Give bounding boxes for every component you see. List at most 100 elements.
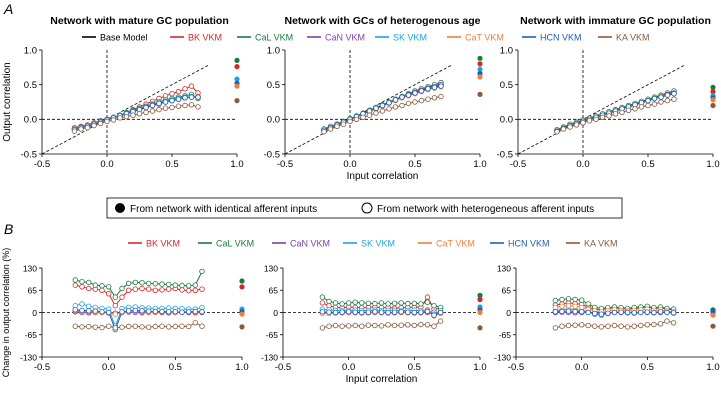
data-point-bk-vkm — [105, 291, 112, 297]
marker-legend-identical-text: From network with identical afferent inp… — [130, 204, 317, 215]
x-tick-label: 0.5 — [408, 159, 421, 170]
data-point-cal-vkm — [418, 301, 424, 307]
data-point-hcn-vkm — [365, 309, 372, 315]
data-point-cal-vkm — [112, 294, 118, 300]
data-point-ka-vkm — [104, 118, 110, 125]
data-point-ka-vkm — [72, 323, 78, 329]
data-point-cal-vkm — [172, 282, 178, 288]
data-point-ka-vkm — [412, 99, 418, 105]
data-point-ka-vkm — [632, 106, 638, 112]
data-point-ka-vkm — [625, 107, 632, 113]
data-point-ka-vkm — [172, 323, 178, 330]
legend-b-label-bk-vkm: BK VKM — [146, 239, 180, 249]
data-point-ka-vkm — [179, 323, 185, 329]
y-tick-label: 65 — [28, 286, 38, 296]
data-point-hcn-vkm — [172, 309, 178, 315]
data-point-hcn-vkm — [188, 94, 195, 100]
data-point-ka-vkm — [405, 100, 412, 107]
data-point-hcn-vkm — [438, 83, 444, 89]
data-point-ka-vkm — [579, 322, 585, 328]
data-point-ka-vkm — [119, 324, 125, 330]
data-point-hcn-vkm — [592, 310, 598, 317]
data-point-cal-vkm — [411, 300, 417, 306]
data-point-bk-vkm — [192, 287, 198, 293]
data-point-ka-vkm — [85, 323, 92, 330]
data-point-bk-vkm — [99, 287, 105, 293]
legend-a-label-cat-vkm: CaT VKM — [465, 33, 504, 43]
y-axis-label: Output correlation — [2, 62, 13, 142]
data-point-cal-vkm — [431, 303, 437, 309]
x-tick-label: 0.5 — [641, 159, 654, 170]
data-point-hcn-vkm — [346, 309, 352, 315]
data-point-hcn-vkm — [185, 309, 192, 315]
data-point-ka-vkm — [572, 322, 578, 328]
plot-5: -0.5 0.0 0.5 1.0 130 65 0 -65 -130 Input correlat… — [261, 263, 487, 385]
data-point-hcn-vkm — [405, 92, 412, 98]
data-point-cal-vkm — [359, 300, 365, 306]
data-point-ka-vkm — [554, 129, 560, 135]
data-point-ka-vkm — [592, 323, 598, 329]
data-point-hcn-vkm — [598, 311, 605, 317]
legend-b-label-sk-vkm: SK VKM — [361, 239, 395, 249]
data-point-hcn-vkm — [658, 94, 664, 100]
data-point-ka-vkm — [418, 321, 424, 328]
data-point-bk-vkm — [132, 286, 138, 292]
plot-3: Network with immature GC population -0.5 0… — [497, 15, 720, 170]
data-point-cal-vkm — [119, 285, 125, 292]
data-point-ka-vkm — [392, 104, 399, 110]
isolated-point-cat-vkm — [710, 97, 716, 103]
data-point-ka-vkm — [559, 323, 565, 329]
data-point-hcn-vkm — [398, 309, 404, 315]
marker-legend: From network with identical afferent inp… — [106, 197, 623, 219]
y-tick-label: 1.0 — [267, 45, 280, 56]
legend-a-label-can-vkm: CaN VKM — [325, 33, 365, 43]
data-point-ka-vkm — [573, 122, 580, 128]
data-point-bk-vkm — [175, 88, 182, 95]
data-point-ka-vkm — [386, 106, 392, 112]
marker-legend-filled-icon — [115, 203, 125, 213]
data-point-ka-vkm — [123, 113, 130, 120]
legend-b-label-hcn-vkm: HCN VKM — [508, 239, 550, 249]
data-point-ka-vkm — [145, 324, 152, 330]
data-point-hcn-vkm — [572, 308, 578, 315]
isolated-point-bk-vkm — [710, 89, 716, 95]
data-point-bk-vkm — [179, 287, 185, 293]
data-point-bk-vkm — [145, 286, 152, 292]
x-tick-label: 0.5 — [165, 159, 178, 170]
data-point-hcn-vkm — [195, 94, 201, 100]
data-point-hcn-vkm — [559, 308, 565, 315]
y-tick-label: -130 — [261, 352, 278, 362]
legend-b-label-can-vkm: CaN VKM — [290, 239, 330, 249]
data-point-hcn-vkm — [399, 94, 405, 100]
data-point-cat-vkm — [559, 303, 565, 309]
data-point-ka-vkm — [353, 116, 360, 122]
data-point-hcn-vkm — [392, 97, 399, 103]
isolated-point-cat-vkm — [234, 83, 240, 89]
x-tick-label: -0.5 — [34, 362, 50, 373]
y-tick-label: -65 — [266, 330, 279, 340]
data-point-ka-vkm — [398, 322, 404, 328]
data-point-sk-vkm — [199, 304, 205, 311]
data-point-ka-vkm — [319, 325, 326, 331]
data-point-ka-vkm — [631, 323, 637, 329]
y-tick-label: 130 — [264, 263, 278, 273]
data-point-ka-vkm — [91, 122, 97, 129]
y-tick-label: 1.0 — [500, 45, 513, 56]
data-point-ka-vkm — [552, 325, 559, 331]
data-point-hcn-vkm — [425, 86, 431, 92]
data-point-cat-vkm — [552, 304, 559, 311]
x-tick-label: 0.0 — [575, 362, 588, 373]
data-point-hcn-vkm — [145, 308, 152, 314]
plot-title: Network with immature GC population — [520, 15, 711, 27]
isolated-point-cal-vkm — [477, 292, 483, 298]
data-point-ka-vkm — [130, 112, 136, 118]
data-point-cal-vkm — [179, 282, 185, 289]
data-point-cal-vkm — [139, 280, 145, 286]
data-point-ka-vkm — [638, 104, 645, 110]
isolated-point-ka-vkm — [710, 323, 716, 329]
y-tick-label: -0.5 — [497, 149, 513, 160]
data-point-cal-vkm — [579, 297, 585, 303]
data-point-cal-vkm — [326, 298, 332, 305]
y-tick-label: -0.5 — [264, 149, 280, 160]
x-tick-label: 0.5 — [169, 362, 182, 373]
